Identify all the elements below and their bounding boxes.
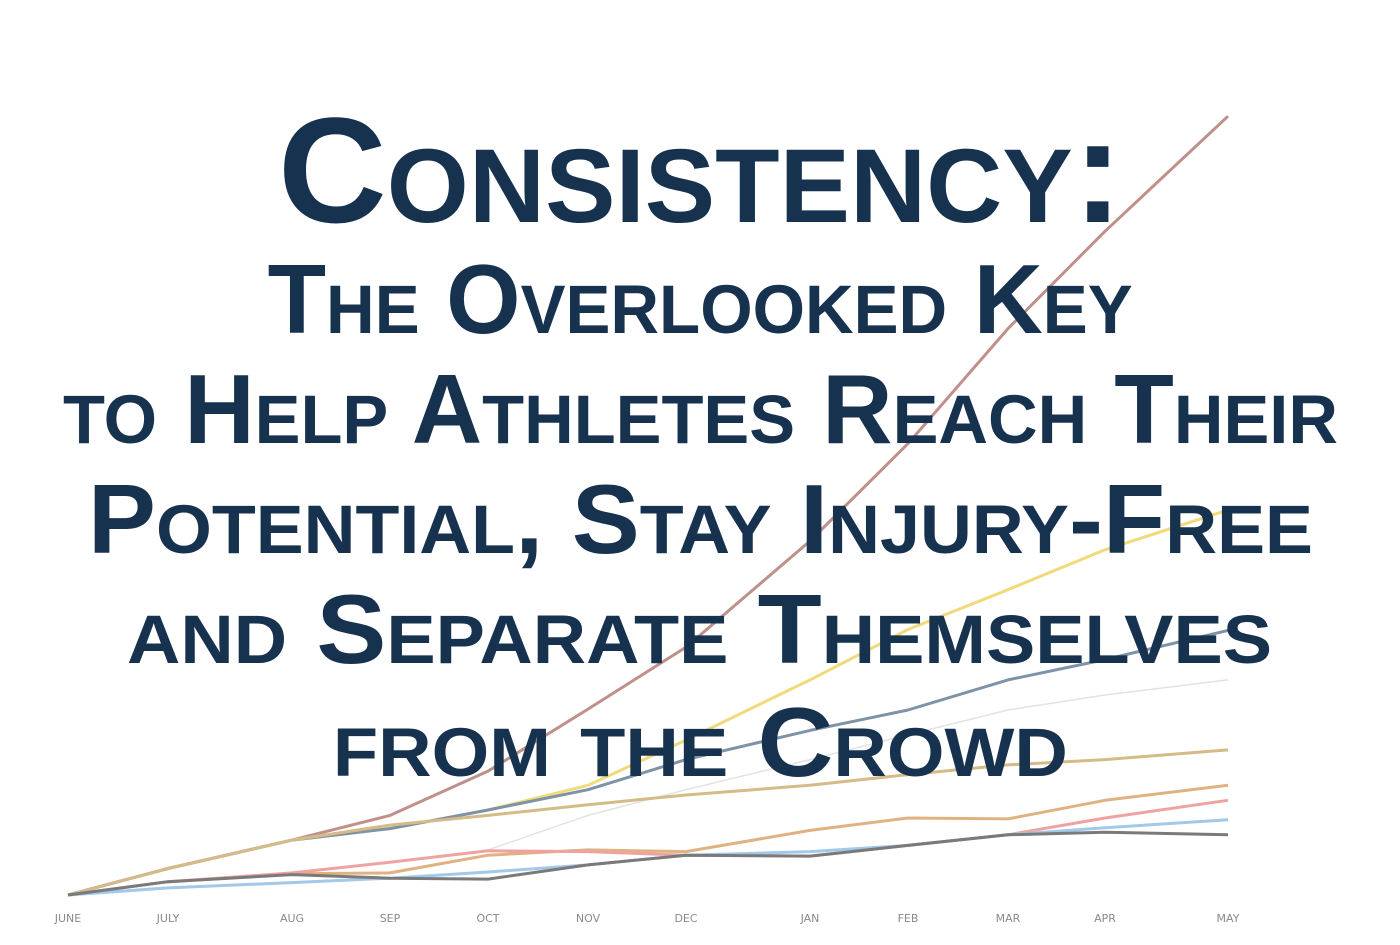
series-line-4: [487, 679, 1229, 851]
title-text: to Help Athletes Reach Their: [62, 354, 1338, 464]
x-tick-label: JULY: [156, 912, 180, 925]
title-line-2: The Overlooked Key: [0, 250, 1400, 348]
x-tick-label: NOV: [576, 912, 601, 925]
series-line-5: [67, 748, 1229, 897]
x-tick-label: DEC: [674, 912, 697, 925]
x-tick-label: AUG: [280, 912, 304, 925]
title-line-5: and Separate Themselves: [0, 580, 1400, 678]
title-line-1: Consistency:: [0, 95, 1400, 245]
x-tick-label: OCT: [476, 912, 499, 925]
title-text: Consistency:: [277, 86, 1123, 254]
series-line-9: [67, 830, 1229, 897]
title-text: from the Crowd: [332, 687, 1068, 797]
x-tick-label: MAY: [1217, 912, 1240, 925]
x-tick-label: JAN: [800, 912, 820, 925]
x-tick-label: JUNE: [54, 912, 82, 925]
title-text: and Separate Themselves: [127, 574, 1273, 684]
x-tick-label: APR: [1094, 912, 1116, 925]
x-tick-label: SEP: [380, 912, 401, 925]
x-tick-label: MAR: [996, 912, 1021, 925]
series-line-8: [67, 818, 1229, 897]
title-text: The Overlooked Key: [267, 244, 1133, 354]
series-line-7: [67, 798, 1229, 897]
title-line-4: Potential, Stay Injury-Free: [0, 470, 1400, 568]
title-line-6: from the Crowd: [0, 693, 1400, 791]
x-tick-label: FEB: [898, 912, 919, 925]
title-text: Potential, Stay Injury-Free: [87, 464, 1313, 574]
title-line-3: to Help Athletes Reach Their: [0, 360, 1400, 458]
